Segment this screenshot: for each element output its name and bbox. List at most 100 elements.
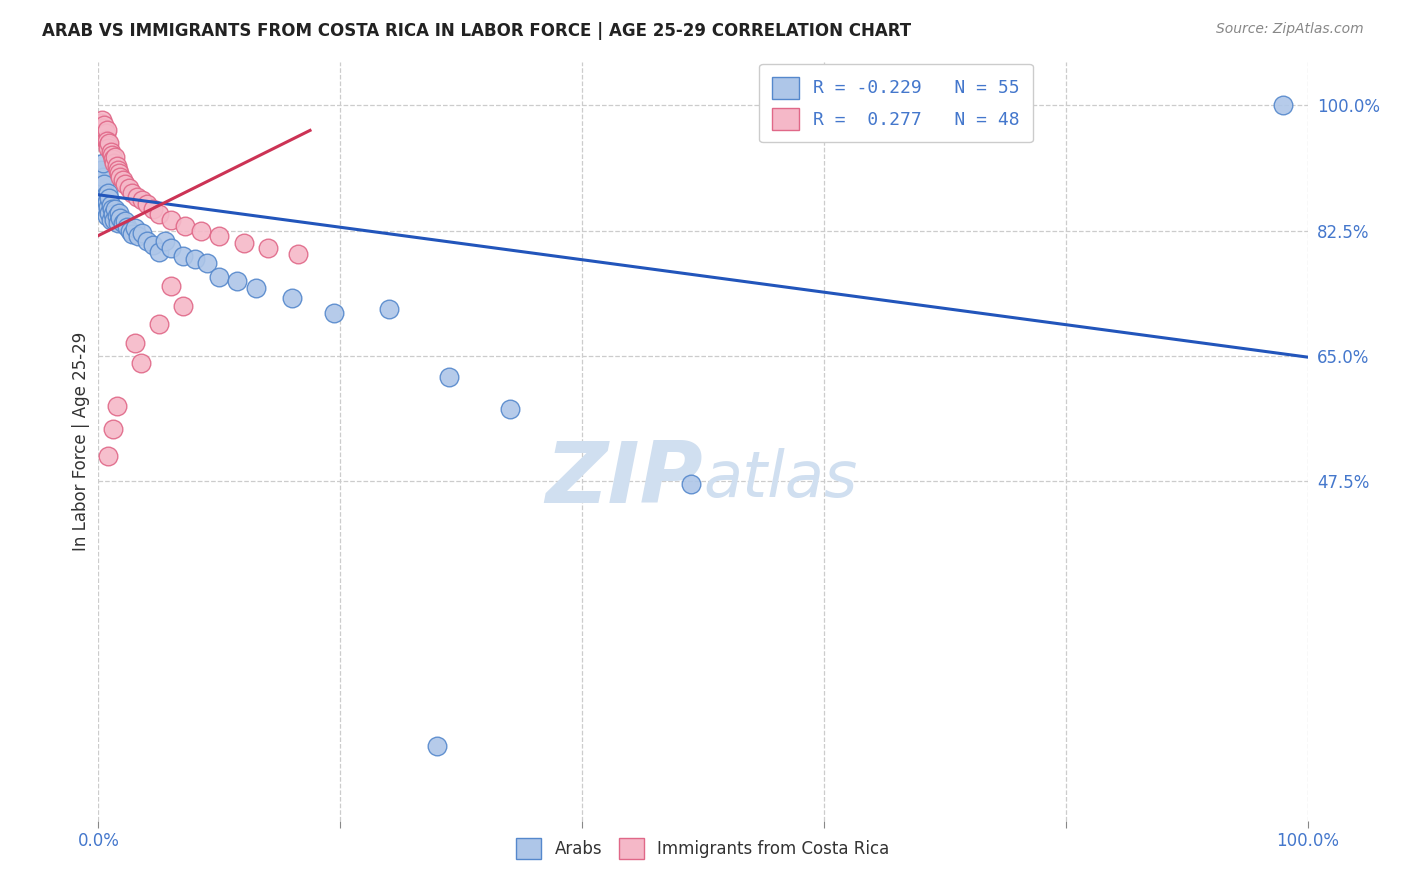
Text: Source: ZipAtlas.com: Source: ZipAtlas.com xyxy=(1216,22,1364,37)
Point xyxy=(129,356,152,370)
Point xyxy=(101,207,124,221)
Text: atlas: atlas xyxy=(703,449,858,510)
Point xyxy=(107,216,129,230)
Point xyxy=(117,219,139,234)
Point xyxy=(101,152,124,166)
Point xyxy=(103,212,125,227)
Point xyxy=(105,399,128,413)
Point xyxy=(287,247,309,261)
Point xyxy=(232,235,254,250)
Point xyxy=(93,119,115,133)
Point xyxy=(91,169,114,184)
Point xyxy=(226,274,249,288)
Point xyxy=(108,211,131,226)
Point xyxy=(148,207,170,221)
Point xyxy=(245,281,267,295)
Point xyxy=(90,177,112,191)
Point xyxy=(111,216,134,230)
Point xyxy=(105,159,128,173)
Point xyxy=(160,278,183,293)
Point xyxy=(114,177,136,191)
Point xyxy=(100,148,122,162)
Point xyxy=(100,145,122,159)
Point xyxy=(91,127,114,141)
Point xyxy=(89,191,111,205)
Point xyxy=(121,186,143,200)
Point xyxy=(108,169,131,184)
Point xyxy=(208,270,231,285)
Point xyxy=(118,180,141,194)
Point xyxy=(90,116,112,130)
Point xyxy=(89,123,111,137)
Point xyxy=(172,249,194,263)
Point xyxy=(90,120,112,134)
Y-axis label: In Labor Force | Age 25-29: In Labor Force | Age 25-29 xyxy=(72,332,90,551)
Point xyxy=(96,134,118,148)
Point xyxy=(148,317,170,331)
Point xyxy=(94,187,117,202)
Point xyxy=(426,739,449,753)
Point xyxy=(97,137,120,152)
Point xyxy=(256,241,278,255)
Point xyxy=(131,193,153,207)
Point xyxy=(91,112,114,127)
Point xyxy=(96,209,118,223)
Point xyxy=(160,241,183,255)
Point xyxy=(104,150,127,164)
Point xyxy=(148,244,170,259)
Point xyxy=(93,191,115,205)
Point xyxy=(93,198,115,212)
Point xyxy=(103,155,125,169)
Point xyxy=(121,227,143,241)
Point xyxy=(100,202,122,216)
Point xyxy=(160,212,183,227)
Point xyxy=(100,198,122,212)
Point xyxy=(127,228,149,243)
Point xyxy=(93,177,115,191)
Point xyxy=(94,133,117,147)
Point xyxy=(91,198,114,212)
Text: ARAB VS IMMIGRANTS FROM COSTA RICA IN LABOR FORCE | AGE 25-29 CORRELATION CHART: ARAB VS IMMIGRANTS FROM COSTA RICA IN LA… xyxy=(42,22,911,40)
Point xyxy=(195,256,218,270)
Point xyxy=(98,191,121,205)
Point xyxy=(93,128,115,143)
Point xyxy=(498,402,520,417)
Point xyxy=(97,186,120,200)
Point xyxy=(96,194,118,209)
Point xyxy=(111,173,134,187)
Point xyxy=(131,226,153,240)
Point xyxy=(135,197,157,211)
Text: ZIP: ZIP xyxy=(546,438,703,521)
Point xyxy=(97,141,120,155)
Point xyxy=(1272,98,1295,112)
Point xyxy=(108,166,131,180)
Point xyxy=(190,223,212,237)
Point xyxy=(135,234,157,248)
Point xyxy=(101,422,124,436)
Point xyxy=(174,219,197,233)
Point xyxy=(127,190,149,204)
Point xyxy=(114,214,136,228)
Point xyxy=(90,162,112,177)
Point xyxy=(104,202,127,216)
Point xyxy=(184,252,207,267)
Point xyxy=(172,299,194,313)
Point xyxy=(124,221,146,235)
Point xyxy=(94,126,117,140)
Point xyxy=(208,228,231,243)
Point xyxy=(142,237,165,252)
Point xyxy=(105,209,128,223)
Point xyxy=(323,306,346,320)
Point xyxy=(118,223,141,237)
Point xyxy=(107,162,129,177)
Point xyxy=(96,123,118,137)
Point xyxy=(100,212,122,227)
Point xyxy=(91,121,114,136)
Point xyxy=(124,335,146,350)
Legend: Arabs, Immigrants from Costa Rica: Arabs, Immigrants from Costa Rica xyxy=(510,831,896,865)
Point xyxy=(142,202,165,216)
Point xyxy=(153,234,176,248)
Point xyxy=(98,136,121,150)
Point xyxy=(437,370,460,384)
Point xyxy=(108,205,131,219)
